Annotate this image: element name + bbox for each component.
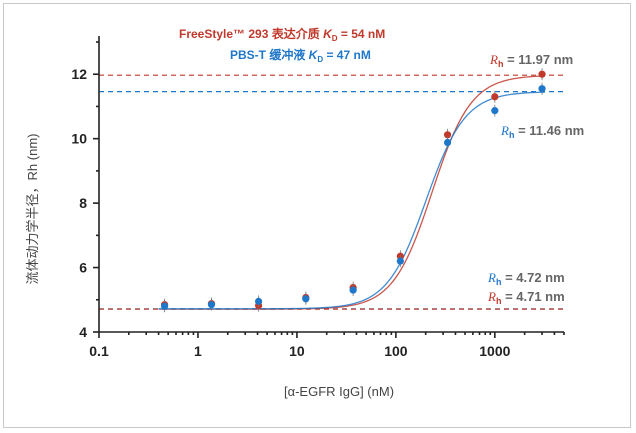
x-tick-label: 0.1 [89,343,109,359]
data-point-series-1 [160,302,169,310]
data-point-series-1 [207,301,216,309]
y-tick-label: 10 [71,131,87,147]
data-point-series-1 [254,297,263,305]
data-point-series-0 [491,93,499,101]
rh-label-red-top: Rh = 11.97 nm [489,52,573,69]
data-point-series-1 [443,138,452,147]
data-point-series-0 [443,131,452,139]
y-axis-title: 流体动力学半径，Rh (nm) [25,134,40,285]
data-point-series-0 [538,70,546,78]
x-tick-label: 1 [194,343,202,359]
x-tick-label: 10 [289,343,305,359]
x-tick-label: 100 [384,343,408,359]
data-point-series-1 [396,257,404,265]
chart-frame: 4 6 8 10 12 0.1 1 10 100 1000 FreeStyle™ 293 表达介质… [3,3,631,428]
legend-freestyle: FreeStyle™ 293 表达介质 KD = 54 nM [179,26,385,43]
rh-label-blue-top: Rh = 11.46 nm [500,123,584,140]
data-point-series-1 [302,295,310,303]
y-tick-label: 6 [79,260,87,276]
fit-curve-1 [158,91,545,310]
data-point-series-1 [349,286,357,294]
x-axis-title: [α-EGFR IgG] (nM) [284,384,394,399]
fit-curve-0 [158,75,545,310]
y-tick-label: 12 [71,66,87,82]
legend-pbst: PBS-T 缓冲液 KD = 47 nM [230,47,371,64]
data-point-series-1 [491,107,499,115]
binding-curve-chart: 4 6 8 10 12 0.1 1 10 100 1000 FreeStyle™ 293 表达介质… [25,26,584,399]
x-tick-label: 1000 [479,343,510,359]
y-tick-label: 4 [79,324,87,340]
y-tick-label: 8 [79,195,87,211]
rh-label-blue-bottom: Rh = 4.72 nm [487,270,565,287]
rh-label-red-bottom: Rh = 4.71 nm [487,289,565,306]
data-point-series-1 [538,85,546,93]
